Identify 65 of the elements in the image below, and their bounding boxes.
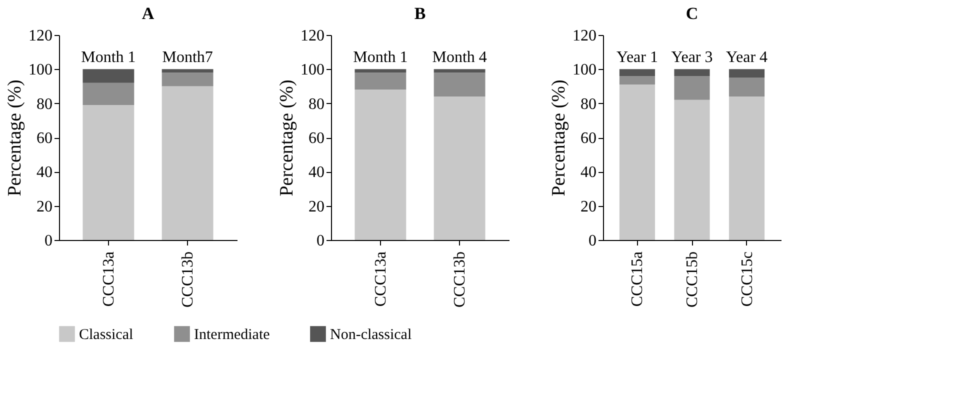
- x-tick-label: CCC13b: [452, 252, 469, 308]
- y-tick-label: 20: [36, 198, 52, 216]
- y-tick-label: 80: [308, 96, 324, 113]
- y-tick-label: 60: [580, 130, 596, 147]
- annotation: Month 4: [432, 49, 487, 66]
- y-tick-label: 40: [36, 164, 52, 182]
- bar: [82, 69, 134, 83]
- y-tick-label: 100: [572, 62, 596, 79]
- bar: [674, 69, 710, 76]
- bar: [434, 96, 486, 240]
- y-tick-label: 20: [580, 198, 596, 216]
- bar: [162, 72, 214, 86]
- y-tick-label: 0: [588, 232, 596, 250]
- y-tick-label: 80: [36, 96, 52, 113]
- y-tick-label: 120: [28, 28, 52, 44]
- y-tick-label: 0: [44, 232, 52, 250]
- bar: [674, 100, 710, 240]
- bar: [434, 72, 486, 96]
- bar: [354, 72, 406, 90]
- y-tick-label: 60: [308, 130, 324, 147]
- bar: [162, 69, 214, 73]
- y-axis-title: Percentage (%): [548, 80, 570, 196]
- bar: [619, 84, 656, 240]
- annotation: Month7: [162, 49, 213, 66]
- y-tick-label: 100: [28, 62, 52, 79]
- y-tick-label: 80: [580, 96, 596, 113]
- x-tick-label: CCC15a: [629, 252, 646, 307]
- y-tick-label: 60: [36, 130, 52, 147]
- bar: [674, 76, 710, 100]
- bar: [728, 69, 765, 78]
- x-tick-label: CCC15c: [738, 252, 756, 307]
- bar: [619, 76, 656, 85]
- y-tick-label: 100: [300, 62, 324, 79]
- y-axis-title: Percentage (%): [276, 80, 298, 196]
- y-tick-label: 0: [316, 232, 324, 250]
- bar: [728, 96, 765, 240]
- bar: [162, 86, 214, 240]
- bar: [619, 69, 656, 76]
- y-axis-title: Percentage (%): [4, 80, 26, 196]
- x-tick-label: CCC13b: [180, 252, 197, 308]
- annotation: Month 1: [81, 49, 136, 66]
- annotation: Month 1: [353, 49, 408, 66]
- chart-title: B: [414, 4, 426, 23]
- chart-title: C: [686, 4, 698, 23]
- bar: [354, 90, 406, 240]
- legend-label: Non-classical: [330, 327, 412, 343]
- x-tick-label: CCC13a: [100, 252, 118, 307]
- bar: [354, 69, 406, 73]
- legend-label: Classical: [79, 327, 134, 343]
- annotation: Year 3: [671, 49, 713, 66]
- y-tick-label: 120: [300, 28, 324, 44]
- y-tick-label: 20: [308, 198, 324, 216]
- y-tick-label: 40: [308, 164, 324, 182]
- bar: [82, 105, 134, 240]
- legend-label: Intermediate: [194, 327, 270, 343]
- chart-title: A: [142, 4, 155, 23]
- y-tick-label: 120: [572, 28, 596, 44]
- annotation: Year 1: [616, 49, 658, 66]
- bar: [728, 78, 765, 96]
- bar: [434, 69, 486, 73]
- x-tick-label: CCC13a: [372, 252, 390, 307]
- annotation: Year 4: [726, 49, 768, 66]
- bar: [82, 82, 134, 106]
- y-tick-label: 40: [580, 164, 596, 182]
- x-tick-label: CCC15b: [684, 252, 701, 308]
